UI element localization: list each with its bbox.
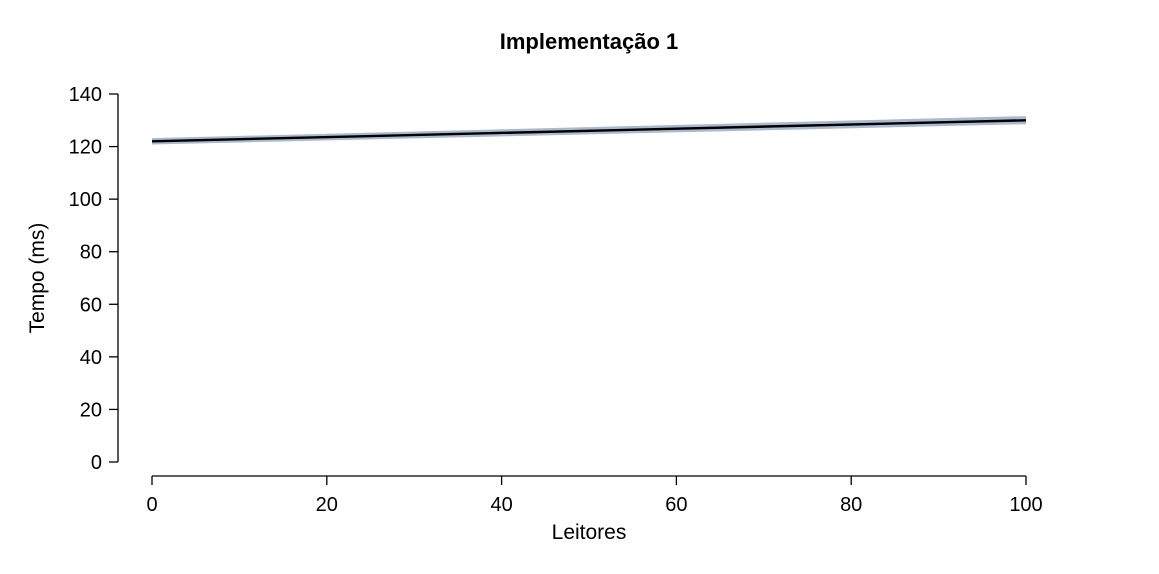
x-tick-label: 20 — [316, 494, 338, 516]
y-tick-label: 20 — [80, 399, 102, 421]
x-tick-label: 100 — [1009, 494, 1042, 516]
x-axis-label: Leitores — [552, 521, 627, 544]
y-axis-label: Tempo (ms) — [26, 223, 49, 334]
y-tick-label: 140 — [69, 84, 102, 106]
x-tick-label: 60 — [665, 494, 687, 516]
chart-title: Implementação 1 — [500, 29, 679, 54]
y-tick-label: 100 — [69, 189, 102, 211]
y-tick-label: 40 — [80, 347, 102, 369]
x-tick-label: 0 — [146, 494, 157, 516]
x-tick-label: 40 — [490, 494, 512, 516]
x-tick-label: 80 — [840, 494, 862, 516]
series-line — [151, 119, 1027, 143]
y-axis: 0 20 40 60 80 100 120 140 — [69, 84, 119, 474]
y-tick-label: 80 — [80, 242, 102, 264]
x-axis: 0 20 40 60 80 100 — [146, 475, 1043, 516]
y-tick-label: 60 — [80, 294, 102, 316]
y-tick-label: 120 — [69, 137, 102, 159]
series-line-layer — [151, 119, 1027, 143]
y-tick-label: 0 — [91, 452, 102, 474]
